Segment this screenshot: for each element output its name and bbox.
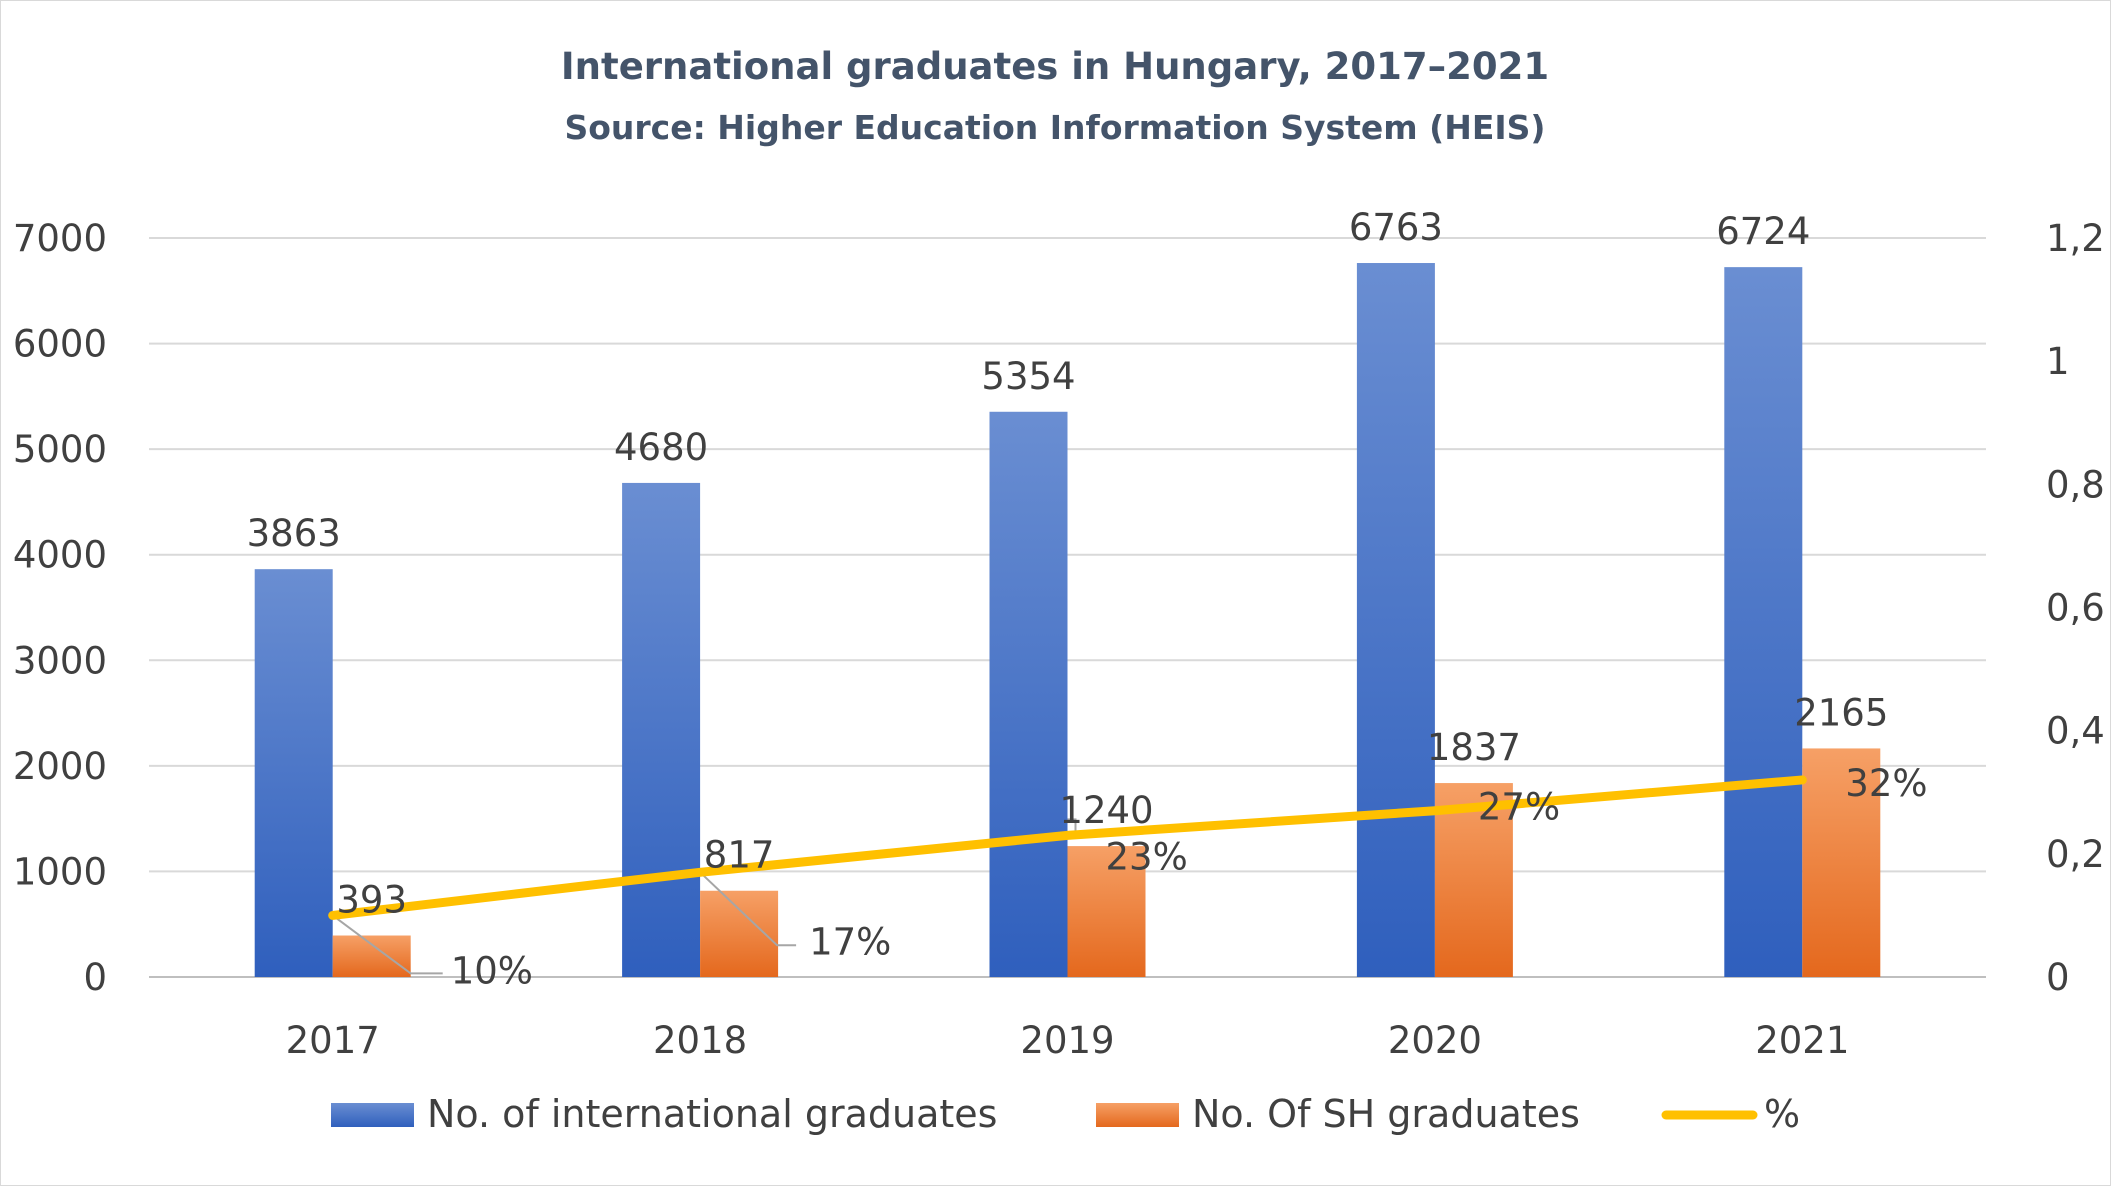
bar-international — [622, 482, 701, 977]
bar-series — [254, 263, 1881, 978]
chart-subtitle: Source: Higher Education Information Sys… — [564, 108, 1545, 147]
y-right-tick-label: 0,2 — [2046, 833, 2105, 876]
y-left-tick-label: 6000 — [13, 323, 107, 366]
y-left-tick-label: 5000 — [13, 428, 107, 471]
y-left-tick-label: 7000 — [13, 217, 107, 260]
x-tick-label: 2018 — [653, 1019, 747, 1062]
x-tick-label: 2017 — [286, 1019, 380, 1062]
y-right-tick-label: 0,6 — [2046, 587, 2105, 630]
data-labels: 3863 393 4680 817 5354 1240 6763 1837 6724 2165 10… — [247, 206, 1928, 992]
y-right-tick-label: 0,4 — [2046, 710, 2105, 753]
legend-label-sh: No. Of SH graduates — [1192, 1092, 1580, 1136]
data-label-sh: 393 — [336, 879, 407, 922]
legend-swatch-sh — [1096, 1103, 1179, 1127]
percent-leader-line — [1067, 818, 1077, 836]
y-left-tick-label: 2000 — [13, 745, 107, 788]
bar-sh — [1434, 783, 1513, 977]
legend-label-international: No. of international graduates — [427, 1092, 997, 1136]
data-label-percent: 17% — [809, 920, 891, 963]
line-series — [328, 775, 1807, 920]
data-label-percent: 10% — [451, 949, 533, 992]
right-y-axis: 0 0,2 0,4 0,6 0,8 1 1,2 — [2046, 217, 2105, 999]
data-label-international: 5354 — [981, 355, 1075, 398]
data-label-international: 6763 — [1349, 206, 1443, 249]
bar-sh — [332, 935, 411, 977]
left-y-axis: 0 1000 2000 3000 4000 5000 6000 7000 — [13, 217, 107, 999]
bar-international — [1724, 267, 1803, 978]
data-label-sh: 1837 — [1427, 726, 1521, 769]
data-label-percent: 32% — [1845, 762, 1927, 805]
y-right-tick-label: 0 — [2046, 956, 2070, 999]
percent-leader-line — [332, 914, 443, 975]
chart-title: International graduates in Hungary, 2017… — [561, 45, 1549, 88]
data-label-international: 3863 — [247, 512, 341, 555]
percent-line — [328, 775, 1807, 920]
legend-label-percent: % — [1764, 1092, 1800, 1136]
y-left-tick-label: 1000 — [13, 850, 107, 893]
data-label-international: 4680 — [614, 426, 708, 469]
x-tick-label: 2021 — [1755, 1019, 1849, 1062]
data-label-sh: 1240 — [1059, 789, 1153, 832]
x-tick-label: 2019 — [1020, 1019, 1114, 1062]
legend: No. of international graduates No. Of SH… — [331, 1092, 1800, 1136]
data-label-percent: 23% — [1106, 835, 1188, 878]
y-right-tick-label: 1,2 — [2046, 217, 2105, 260]
percent-leader-line — [699, 871, 797, 947]
data-label-percent: 27% — [1478, 786, 1560, 829]
bar-international — [989, 411, 1068, 977]
y-left-tick-label: 0 — [83, 956, 107, 999]
y-left-tick-label: 4000 — [13, 534, 107, 577]
bar-sh — [1067, 846, 1146, 977]
y-left-tick-label: 3000 — [13, 639, 107, 682]
y-right-tick-label: 1 — [2046, 340, 2070, 383]
data-label-sh: 817 — [704, 834, 775, 877]
x-axis: 2017 2018 2019 2020 2021 — [286, 1019, 1850, 1062]
bar-sh — [1802, 748, 1881, 977]
x-tick-label: 2020 — [1388, 1019, 1482, 1062]
leader-lines — [332, 818, 1077, 975]
bar-international — [1356, 263, 1435, 978]
legend-swatch-international — [331, 1103, 414, 1127]
y-right-tick-label: 0,8 — [2046, 463, 2105, 506]
data-label-sh: 2165 — [1794, 691, 1888, 734]
bar-international — [254, 569, 333, 977]
data-label-international: 6724 — [1716, 210, 1810, 253]
